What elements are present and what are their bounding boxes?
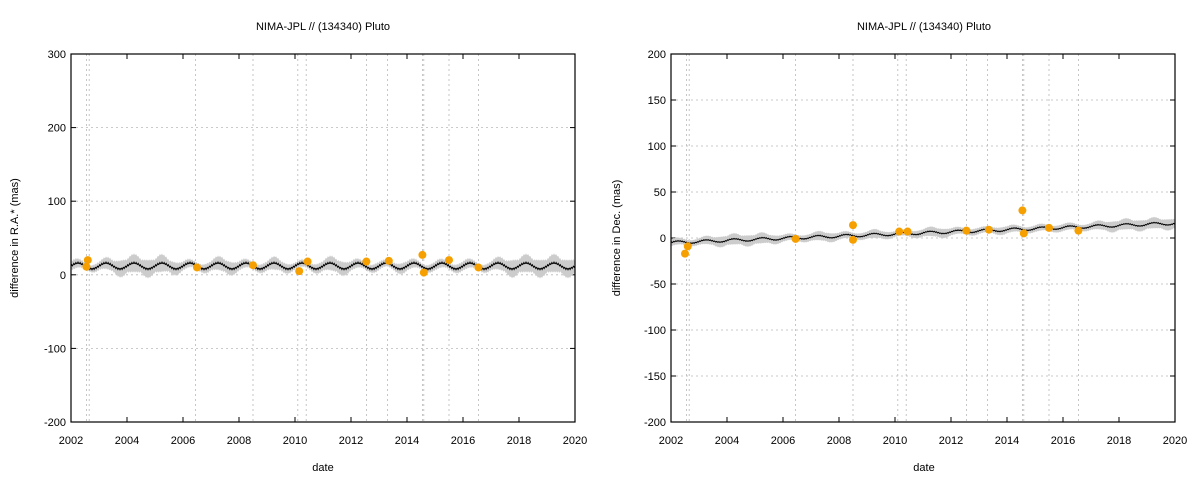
dec-y-tick-label: 0	[660, 233, 666, 245]
ra-data-point	[474, 263, 483, 272]
dec-model-curve	[670, 221, 1176, 245]
dec-y-tick-label: 50	[654, 187, 666, 199]
dec-data-point	[984, 225, 993, 234]
ra-data-point	[295, 267, 304, 276]
ra-y-tick-label: -200	[44, 417, 66, 429]
ra-x-tick-label: 2010	[283, 435, 307, 447]
dec-data-point	[849, 235, 857, 244]
dec-data-point	[683, 242, 692, 251]
ra-panel: NIMA-JPL // (134340) Pluto date differen…	[9, 21, 587, 474]
dec-y-axis-label: difference in Dec. (mas)	[611, 180, 623, 297]
dec-y-tick-label: 150	[648, 95, 666, 107]
ra-plot-frame	[70, 53, 576, 423]
dec-panel: NIMA-JPL // (134340) Pluto date differen…	[611, 21, 1187, 474]
dec-data-point	[1019, 229, 1028, 238]
ra-data-point	[249, 261, 257, 270]
ra-y-tick-label: 200	[48, 123, 66, 135]
dec-data-point	[903, 227, 912, 236]
ra-x-tick-label: 2016	[451, 435, 475, 447]
ra-data-point	[193, 263, 201, 272]
dec-y-tick-label: 100	[648, 141, 666, 153]
dec-chart-title: NIMA-JPL // (134340) Pluto	[857, 21, 991, 33]
ra-data-point	[303, 257, 312, 266]
ra-y-tick-label: -100	[44, 343, 66, 355]
dec-y-tick-label: -150	[644, 371, 666, 383]
dec-x-tick-label: 2020	[1163, 435, 1187, 447]
dec-x-axis-label: date	[913, 462, 934, 474]
dec-x-tick-label: 2008	[827, 435, 851, 447]
dec-x-tick-label: 2012	[939, 435, 963, 447]
dec-y-tick-label: -100	[644, 325, 666, 337]
ra-data-point	[419, 268, 428, 277]
ra-data-point	[418, 250, 427, 259]
dec-plot-frame	[670, 53, 1176, 423]
ra-x-tick-label: 2002	[59, 435, 83, 447]
ra-x-tick-label: 2006	[171, 435, 195, 447]
dec-data-point	[1074, 226, 1083, 235]
ra-x-tick-label: 2014	[395, 435, 419, 447]
ra-x-tick-label: 2004	[115, 435, 139, 447]
dec-x-tick-label: 2002	[659, 435, 683, 447]
dec-y-tick-label: 200	[648, 49, 666, 61]
ra-y-axis-label: difference in R.A.* (mas)	[9, 178, 21, 298]
ra-x-tick-label: 2020	[563, 435, 587, 447]
ra-x-tick-label: 2018	[507, 435, 531, 447]
dec-data-point	[962, 226, 971, 235]
ra-data-point	[362, 257, 371, 266]
dec-x-tick-label: 2004	[715, 435, 739, 447]
dec-x-tick-label: 2006	[771, 435, 795, 447]
ra-y-tick-label: 300	[48, 49, 66, 61]
dec-x-tick-label: 2016	[1051, 435, 1075, 447]
ra-model-curve	[70, 260, 576, 271]
ra-y-tick-label: 0	[60, 270, 66, 282]
dec-x-tick-label: 2014	[995, 435, 1019, 447]
dec-data-point	[791, 234, 800, 243]
dec-data-point	[849, 221, 857, 230]
dec-data-point	[681, 249, 689, 258]
dec-data-point	[895, 227, 904, 236]
ra-data-point	[445, 256, 453, 265]
dec-y-tick-label: -50	[650, 279, 666, 291]
ra-data-point	[384, 256, 393, 265]
ra-x-tick-label: 2012	[339, 435, 363, 447]
ra-x-tick-label: 2008	[227, 435, 251, 447]
ra-data-point	[83, 256, 92, 265]
dec-data-point	[1045, 223, 1053, 232]
dec-y-tick-label: -200	[644, 417, 666, 429]
dec-x-tick-label: 2018	[1107, 435, 1131, 447]
ra-x-axis-label: date	[312, 462, 333, 474]
dec-data-point	[1018, 206, 1027, 215]
ra-chart-title: NIMA-JPL // (134340) Pluto	[256, 21, 390, 33]
ra-y-tick-label: 100	[48, 196, 66, 208]
ra-data-point	[82, 262, 91, 271]
dec-x-tick-label: 2010	[883, 435, 907, 447]
